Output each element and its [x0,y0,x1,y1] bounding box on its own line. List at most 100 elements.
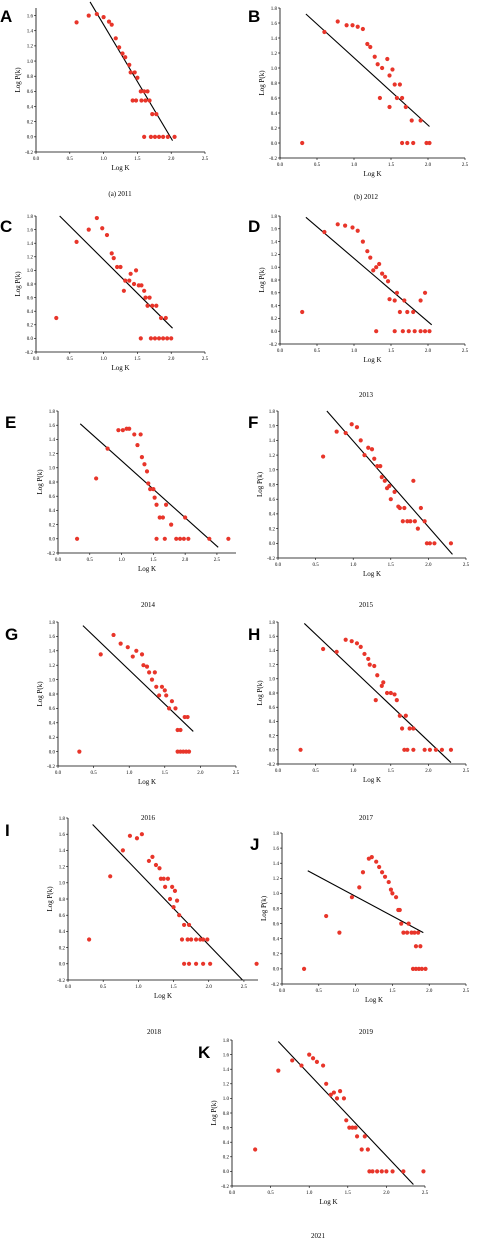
y-tick-label: 0.0 [271,142,278,147]
x-tick-label: 1.0 [118,558,125,563]
x-tick-label: 2.5 [462,163,469,168]
data-point [388,497,393,502]
data-point [174,898,180,903]
y-tick-label: -0.2 [267,763,275,768]
y-tick-label: 1.4 [59,849,66,854]
y-tick-label: -0.2 [269,157,277,162]
data-point [405,519,410,524]
x-tick-label: 0.0 [55,771,62,776]
data-point [411,478,416,483]
data-point [134,648,139,653]
data-point [379,475,384,480]
data-point [193,961,199,966]
data-point [394,290,400,295]
y-axis-label: Log P(k) [258,70,266,96]
y-axis-label: Log P(k) [256,471,264,497]
data-point [157,693,162,698]
y-tick-label: 1.6 [223,1053,230,1058]
data-point [170,884,175,889]
panel-k: K0.0 0.5 1.0 1.5 2.0 2.5-0.20.00.20.40.60.81.… [0,0,429,1206]
data-point [424,140,429,146]
y-tick-label: 0.6 [59,914,66,919]
y-tick-label: 0.0 [273,968,280,973]
data-point [182,922,187,928]
data-point [365,41,370,47]
data-point [390,891,395,896]
panel-caption: 2017 [359,814,374,822]
data-point [413,966,419,972]
data-point [400,329,405,334]
data-point [387,297,392,302]
data-point [290,1058,295,1063]
data-point [358,438,363,443]
data-point [409,118,414,123]
y-tick-label: 0.6 [27,90,34,95]
data-point [142,134,147,139]
data-point [354,425,360,430]
footer-caption: 2021 [311,1232,326,1240]
data-point [118,641,123,646]
y-tick-label: 0.4 [273,938,280,943]
x-tick-label: 2.5 [463,769,470,774]
panel-caption: (a) 2011 [108,190,132,198]
data-point [385,56,390,62]
y-tick-label: 0.8 [27,283,34,288]
panel-h: H0.0 0.5 1.0 1.5 2.0 2.5-0.20.00.20.40.60.81.… [248,621,470,822]
data-point [276,1068,281,1073]
x-tick-label: 1.5 [388,349,395,354]
data-point [118,264,123,270]
x-tick-label: 2.0 [425,769,432,774]
data-point [159,684,165,689]
fit-line [92,824,243,981]
data-point [94,215,99,221]
data-point [94,11,99,17]
panel-label: E [5,413,16,432]
y-tick-label: 0.2 [269,734,276,739]
y-tick-label: 0.4 [271,112,278,117]
x-tick-label: 2.5 [463,563,470,568]
data-point [399,921,404,926]
y-tick-label: 1.2 [269,454,276,459]
panel-d: D0.0 0.5 1.0 1.5 2.0 2.5-0.20.00.20.40.60.81.… [248,215,469,399]
data-point [109,251,114,256]
data-point [154,502,159,507]
y-tick-label: 0.6 [49,707,56,712]
data-point [403,104,408,110]
data-point [177,913,182,918]
data-point [379,870,385,875]
data-point [421,1169,426,1174]
data-point [380,65,385,71]
data-point [139,98,144,103]
data-point [427,329,432,334]
data-point [152,134,158,139]
y-tick-label: 0.8 [27,75,34,80]
y-axis-label: Log P(k) [210,1100,218,1126]
x-tick-label: 2.5 [462,349,469,354]
y-tick-label: 0.2 [271,317,278,322]
data-point [226,536,231,541]
data-point [343,637,348,642]
data-point [120,428,125,433]
x-tick-label: 0.0 [55,558,62,563]
y-tick-label: 1.0 [27,269,34,274]
data-point [139,455,145,460]
data-point [397,309,402,315]
y-tick-label: 1.0 [27,60,34,65]
x-tick-label: 0.5 [316,989,323,994]
data-point [416,930,421,935]
data-point [307,1052,312,1057]
data-point [186,961,192,966]
x-axis-label: Log K [365,996,383,1004]
data-point [397,82,402,87]
data-point [405,140,410,146]
data-point [74,536,80,541]
y-tick-label: 0.6 [223,1126,230,1131]
data-point [377,95,382,101]
panel-label: D [248,217,260,236]
data-point [407,726,412,731]
fit-line [307,870,424,934]
data-point [367,662,372,667]
y-tick-label: 1.0 [269,469,276,474]
data-point [403,713,408,718]
x-tick-label: 0.0 [279,989,286,994]
